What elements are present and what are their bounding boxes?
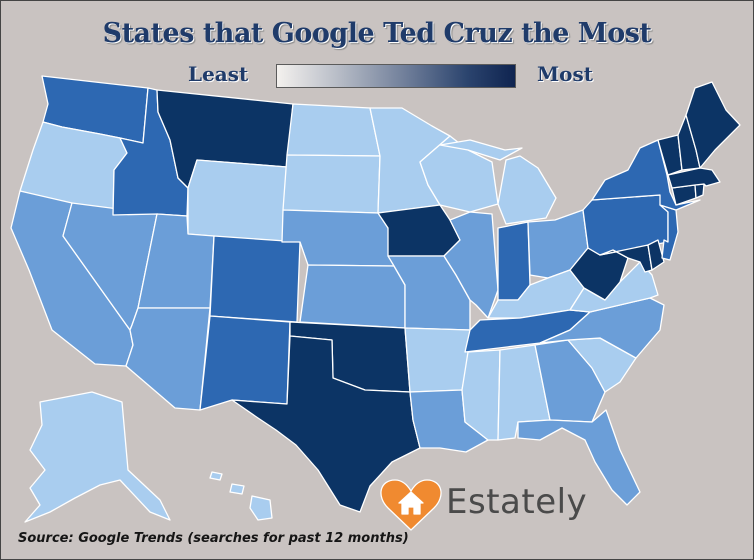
- state-michigan[interactable]: [439, 139, 557, 225]
- state-delaware[interactable]: [647, 239, 665, 271]
- state-north-dakota[interactable]: [286, 103, 381, 157]
- state-alaska[interactable]: [24, 391, 171, 523]
- state-kansas[interactable]: [299, 264, 406, 329]
- state-new-mexico[interactable]: [199, 315, 291, 411]
- state-massachusetts[interactable]: [667, 167, 721, 189]
- state-arkansas[interactable]: [404, 327, 471, 393]
- estately-logo-text: Estately: [446, 482, 588, 522]
- map-title: States that Google Ted Cruz the Most: [102, 18, 652, 49]
- state-florida[interactable]: [517, 409, 641, 506]
- state-wyoming[interactable]: [187, 159, 288, 243]
- source-citation: Source: Google Trends (searches for past…: [18, 531, 409, 546]
- state-indiana[interactable]: [497, 221, 531, 301]
- state-illinois[interactable]: [443, 211, 499, 319]
- state-texas[interactable]: [231, 335, 421, 513]
- state-arizona[interactable]: [125, 307, 211, 411]
- state-rhode-island[interactable]: [694, 183, 705, 199]
- state-hawaii[interactable]: [209, 471, 273, 521]
- state-maine[interactable]: [685, 81, 741, 169]
- legend-gradient-bar: [276, 64, 516, 88]
- heart-house-icon: [380, 479, 442, 531]
- legend-most-label: Most: [537, 62, 593, 86]
- state-iowa[interactable]: [377, 204, 461, 257]
- legend-least-label: Least: [188, 62, 249, 86]
- state-south-dakota[interactable]: [282, 154, 381, 214]
- state-new-york[interactable]: [591, 139, 701, 211]
- state-new-jersey[interactable]: [659, 204, 679, 261]
- state-colorado[interactable]: [209, 235, 301, 323]
